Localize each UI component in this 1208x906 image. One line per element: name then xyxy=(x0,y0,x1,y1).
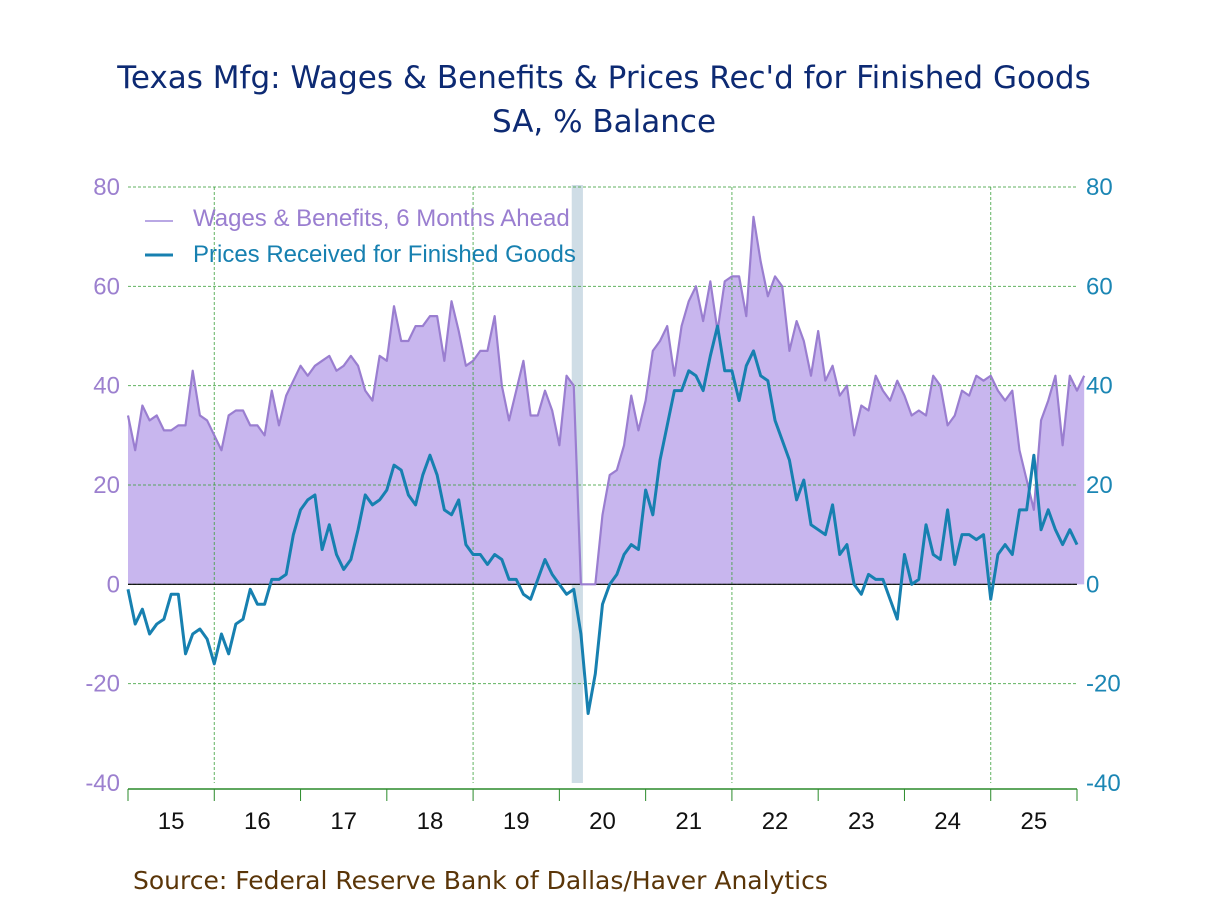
x-tick-label: 22 xyxy=(762,808,789,835)
wages-area xyxy=(128,216,1085,585)
y-tick-label-right: 20 xyxy=(1086,472,1113,499)
y-tick-label-left: 80 xyxy=(93,174,120,201)
y-tick-label-left: 20 xyxy=(93,472,120,499)
x-tick-label: 16 xyxy=(244,808,271,835)
y-tick-label-right: -40 xyxy=(1086,770,1121,797)
legend-label-prices: Prices Received for Finished Goods xyxy=(193,241,576,268)
chart-subtitle: SA, % Balance xyxy=(491,104,717,140)
y-tick-label-right: 80 xyxy=(1086,174,1113,201)
x-tick-label: 17 xyxy=(330,808,357,835)
x-tick-label: 21 xyxy=(675,808,702,835)
chart-title: Texas Mfg: Wages & Benefits & Prices Rec… xyxy=(117,60,1091,96)
y-tick-label-right: 0 xyxy=(1086,571,1099,598)
x-tick-label: 18 xyxy=(417,808,444,835)
source-note: Source: Federal Reserve Bank of Dallas/H… xyxy=(133,866,828,895)
x-tick-label: 25 xyxy=(1021,808,1048,835)
y-tick-label-left: 0 xyxy=(107,571,120,598)
y-tick-label-right: -20 xyxy=(1086,671,1121,698)
y-tick-label-left: 60 xyxy=(93,273,120,300)
series-line-prices xyxy=(126,324,1079,715)
series-line-wages xyxy=(126,215,1086,586)
y-tick-label-right: 40 xyxy=(1086,373,1113,400)
y-tick-label-left: -20 xyxy=(85,671,120,698)
x-tick-label: 19 xyxy=(503,808,530,835)
y-tick-label-left: 40 xyxy=(93,373,120,400)
y-tick-label-left: -40 xyxy=(85,770,120,797)
x-tick-label: 15 xyxy=(158,808,185,835)
x-tick-label: 23 xyxy=(848,808,875,835)
legend-label-wages: Wages & Benefits, 6 Months Ahead xyxy=(193,205,570,232)
x-tick-label: 24 xyxy=(934,808,961,835)
y-tick-label-right: 60 xyxy=(1086,273,1113,300)
x-tick-label: 20 xyxy=(589,808,616,835)
